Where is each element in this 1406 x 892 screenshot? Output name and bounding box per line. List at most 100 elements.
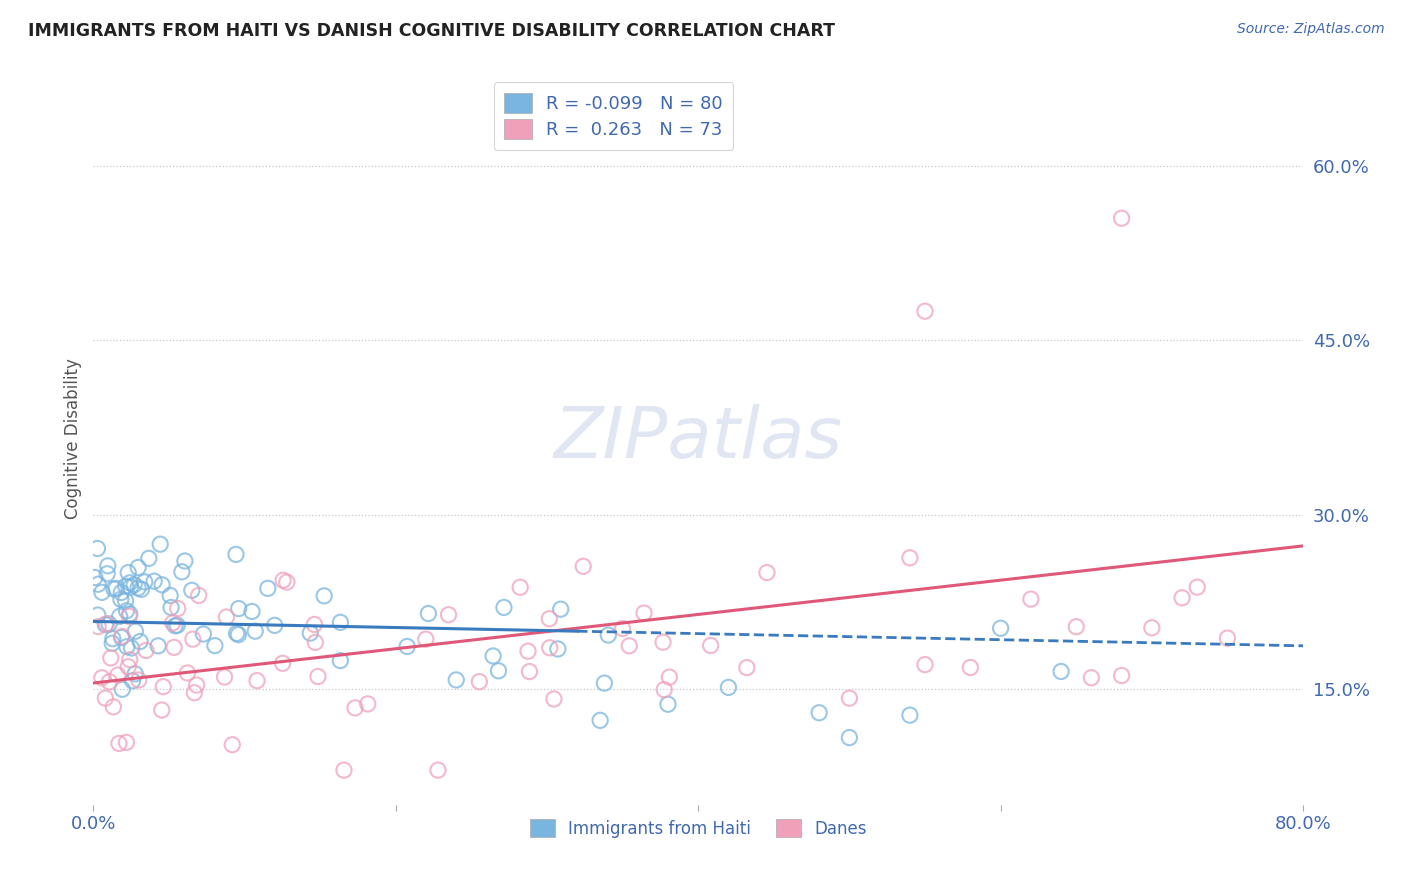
Point (135, 643, 157, 657)
Point (245, 624, 267, 639)
Point (598, 628, 620, 642)
Point (612, 622, 634, 636)
Point (959, 660, 981, 674)
Point (87, 619, 110, 633)
Text: IMMIGRANTS FROM HAITI VS DANISH COGNITIVE DISABILITY CORRELATION CHART: IMMIGRANTS FROM HAITI VS DANISH COGNITIV… (28, 22, 835, 40)
Point (181, 632, 204, 647)
Point (149, 537, 172, 551)
Point (329, 654, 352, 668)
Point (118, 609, 141, 624)
Point (97, 558, 120, 573)
Point (124, 624, 146, 639)
Point (120, 580, 142, 594)
Point (118, 575, 141, 590)
Point (152, 680, 174, 694)
Point (162, 615, 184, 630)
Point (134, 574, 156, 589)
Point (304, 617, 326, 632)
Point (150, 578, 173, 592)
Point (263, 618, 285, 632)
Point (1187, 580, 1209, 594)
Point (572, 559, 595, 574)
Point (652, 635, 675, 649)
Point (115, 604, 138, 618)
Point (101, 632, 124, 646)
Point (111, 682, 134, 697)
Point (415, 632, 437, 647)
Point (114, 594, 136, 608)
Point (100, 651, 122, 665)
Point (105, 582, 128, 596)
Point (329, 615, 352, 630)
Point (117, 659, 139, 673)
Point (276, 575, 298, 590)
Legend: Immigrants from Haiti, Danes: Immigrants from Haiti, Danes (523, 813, 873, 844)
Point (110, 585, 132, 599)
Point (94, 691, 117, 706)
Point (173, 554, 195, 568)
Point (193, 627, 215, 641)
Point (699, 639, 721, 653)
Point (103, 582, 125, 596)
Point (90, 671, 112, 685)
Point (509, 580, 531, 594)
Point (589, 714, 612, 728)
Point (593, 676, 616, 690)
Point (658, 670, 681, 684)
Point (492, 600, 515, 615)
Point (488, 664, 510, 678)
Point (96, 566, 118, 581)
Point (138, 551, 160, 566)
Point (150, 703, 173, 717)
Point (1064, 620, 1087, 634)
Point (146, 639, 169, 653)
Point (1111, 668, 1133, 682)
Point (110, 631, 132, 645)
Point (1050, 665, 1073, 679)
Point (186, 678, 208, 692)
Point (333, 763, 356, 777)
Point (444, 673, 467, 687)
Point (98, 674, 121, 689)
Point (165, 619, 187, 633)
Point (114, 579, 136, 593)
Point (121, 640, 143, 655)
Point (225, 548, 247, 562)
Point (550, 602, 572, 616)
Point (1171, 591, 1194, 605)
Point (304, 635, 326, 649)
Point (228, 627, 250, 641)
Point (898, 550, 921, 565)
Point (652, 682, 675, 697)
Point (86, 541, 108, 556)
Point (271, 573, 294, 587)
Point (396, 640, 419, 654)
Point (103, 699, 125, 714)
Point (1111, 211, 1133, 226)
Point (91, 585, 114, 599)
Point (118, 653, 141, 667)
Point (94, 617, 117, 632)
Point (418, 607, 440, 621)
Point (228, 601, 250, 615)
Point (215, 610, 238, 624)
Point (838, 691, 860, 706)
Text: ZIPatlas: ZIPatlas (554, 404, 842, 474)
Point (170, 565, 193, 579)
Point (166, 618, 188, 632)
Point (914, 304, 936, 318)
Point (240, 604, 263, 618)
Point (633, 606, 655, 620)
Point (131, 582, 153, 597)
Point (256, 582, 278, 596)
Point (183, 686, 205, 700)
Point (163, 640, 186, 655)
Point (437, 607, 460, 622)
Point (357, 697, 380, 711)
Point (96, 616, 118, 631)
Point (98, 616, 121, 631)
Point (87, 608, 110, 623)
Point (990, 621, 1012, 635)
Point (108, 609, 131, 624)
Point (517, 644, 540, 658)
